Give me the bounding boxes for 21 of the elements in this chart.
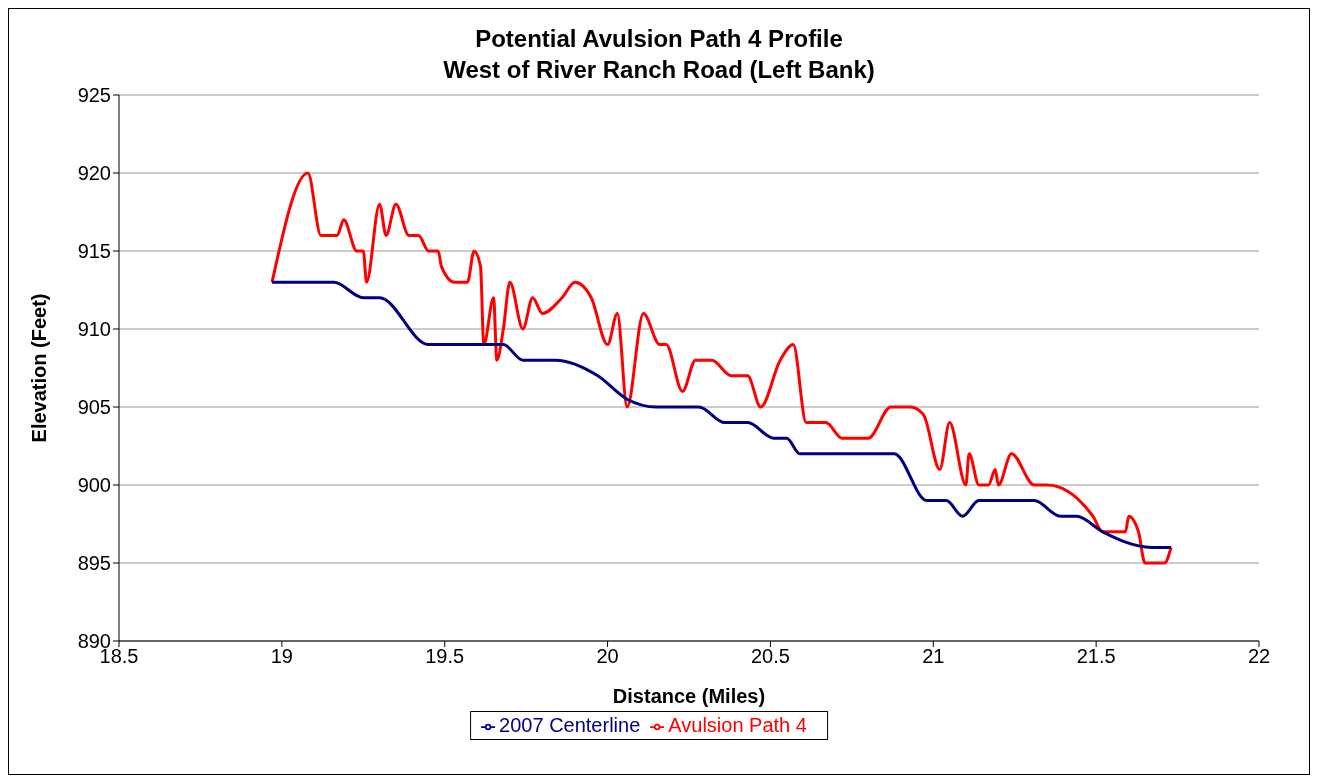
y-tick-label: 910 [77,318,111,341]
y-tick-label: 915 [77,240,111,263]
x-axis-title: Distance (Miles) [612,685,766,707]
line-series [270,171,1173,565]
x-tick-label: 19.5 [425,645,465,668]
x-tick-label: 20 [596,645,619,668]
y-tick-label: 905 [77,396,111,419]
x-tick-label: 19 [270,645,293,668]
y-tick-label: 920 [77,162,111,185]
y-tick-label: 900 [77,474,111,497]
legend-label: Avulsion Path 4 [668,714,807,736]
legend-label: 2007 Centerline [499,714,641,736]
y-tick-label: 895 [77,552,111,575]
x-tick-label: 22 [1247,645,1271,668]
chart-title: Potential Avulsion Path 4 Profile West of River Ranch Road (Left Bank) [442,24,876,85]
x-tick-label: 21 [922,645,945,668]
y-tick-label: 925 [77,84,111,107]
y-axis-title: Elevation (Feet) [28,293,51,443]
line-series [270,280,1173,549]
x-tick-label: 21.5 [1076,645,1116,668]
x-tick-label: 20.5 [750,645,790,668]
